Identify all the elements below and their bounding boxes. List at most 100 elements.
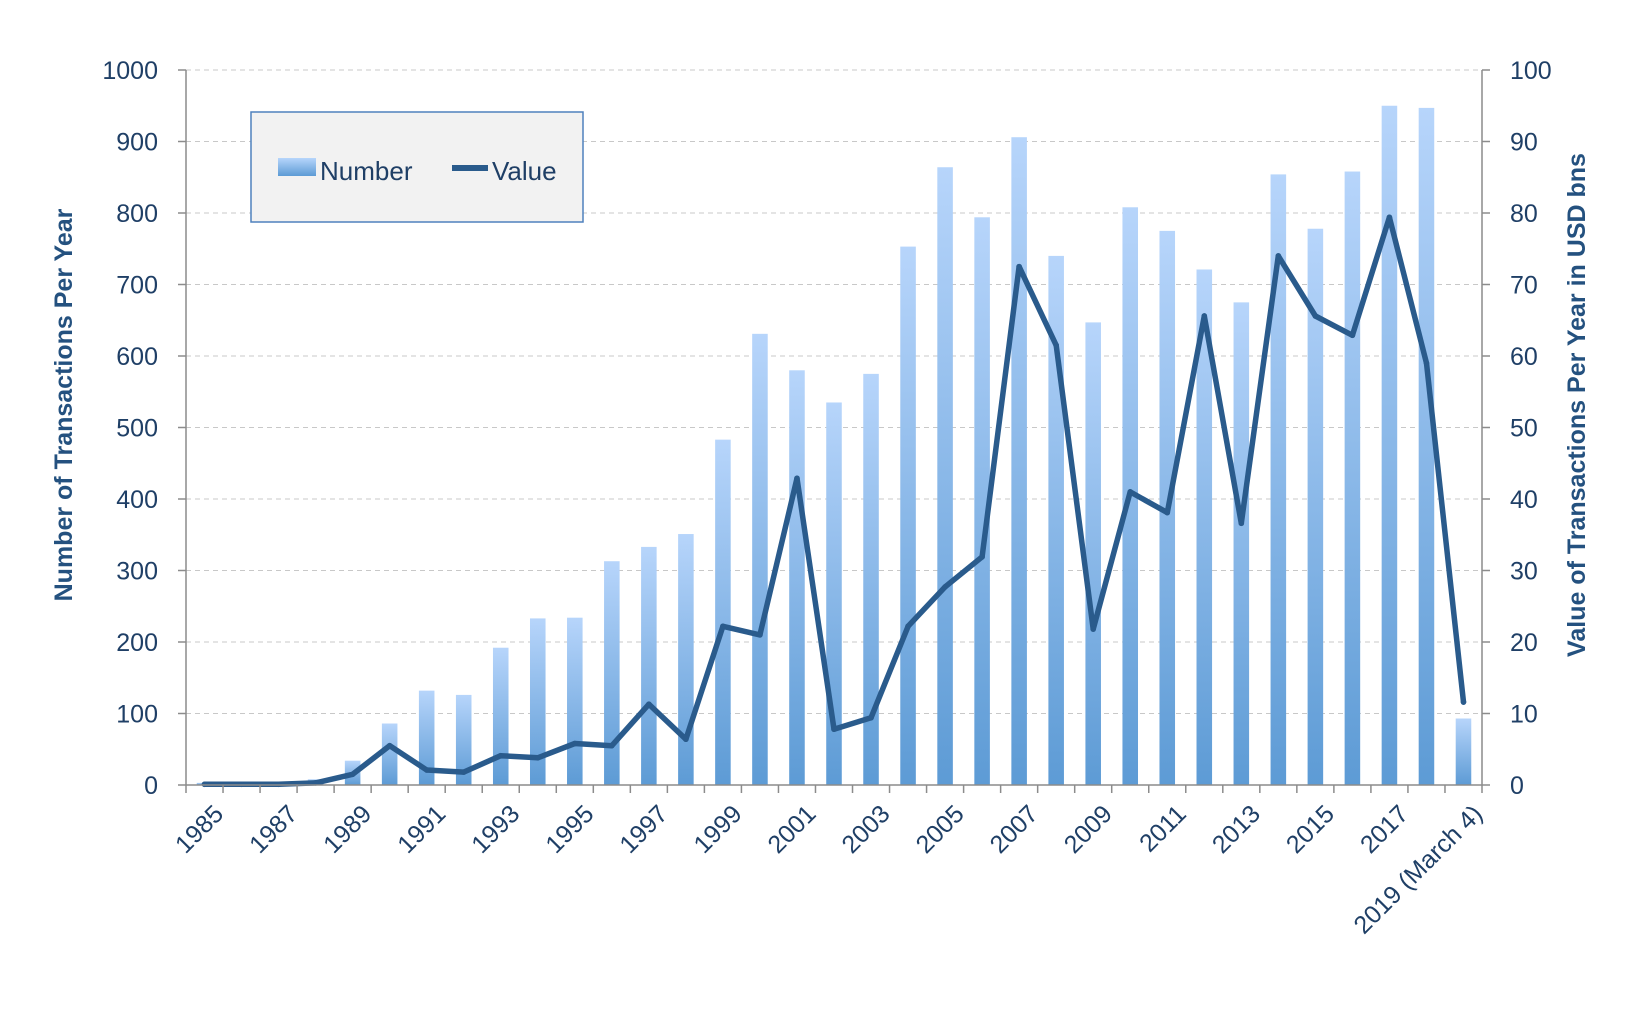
- line-point: [979, 554, 985, 560]
- line-point: [572, 740, 578, 747]
- bar: [974, 217, 990, 786]
- x-tick-label: 2011: [1134, 800, 1192, 858]
- line-point: [942, 584, 948, 590]
- y-tick-label-right: 40: [1510, 486, 1538, 514]
- bar: [1381, 105, 1398, 785]
- y-tick-label-right: 100: [1510, 57, 1552, 85]
- bar: [752, 333, 768, 785]
- line-point: [757, 632, 763, 638]
- x-tick-label: 1997: [614, 800, 673, 859]
- line-point: [349, 771, 356, 778]
- line-point: [460, 769, 467, 775]
- y-tick-label-right: 80: [1510, 200, 1538, 228]
- bar: [1196, 269, 1213, 785]
- line-point: [794, 475, 800, 482]
- line-point: [1275, 253, 1282, 259]
- line-point: [1238, 520, 1245, 527]
- legend-number-label: Number: [320, 156, 413, 186]
- bar: [1344, 171, 1361, 785]
- y-tick-label-left: 600: [116, 343, 158, 371]
- legend-value-label: Value: [492, 156, 557, 186]
- line-point: [423, 767, 430, 773]
- bar: [1455, 718, 1472, 785]
- bar: [1307, 228, 1324, 786]
- bar: [1270, 174, 1287, 785]
- bar: [492, 647, 509, 785]
- line-point: [497, 752, 504, 759]
- x-tick-label: 2015: [1281, 800, 1340, 859]
- line-point: [905, 623, 911, 630]
- bar: [455, 694, 472, 785]
- bar: [900, 246, 916, 786]
- x-tick-label: 1995: [540, 800, 599, 859]
- x-tick-label: 2017: [1355, 800, 1414, 859]
- line-point: [683, 736, 689, 743]
- y-axis-title-right: Value of Transactions Per Year in USD bn…: [1563, 153, 1591, 657]
- bar: [937, 167, 953, 786]
- bar: [529, 618, 546, 785]
- y-tick-label-left: 400: [116, 486, 158, 514]
- x-tick-label: 1999: [688, 800, 747, 859]
- y-tick-label-right: 0: [1510, 772, 1524, 800]
- bar: [604, 561, 620, 785]
- line-series-value: [201, 214, 1467, 788]
- line-point: [1386, 214, 1393, 221]
- line-point: [1164, 509, 1171, 516]
- x-tick-label: 2007: [985, 800, 1044, 859]
- line-point: [1460, 699, 1467, 705]
- x-tick-label: 2013: [1207, 800, 1266, 859]
- bar: [715, 439, 731, 785]
- bar: [863, 373, 879, 785]
- line-point: [646, 701, 652, 708]
- x-tick-label: 1985: [170, 800, 229, 859]
- x-tick-label: 1991: [392, 800, 451, 859]
- bar: [678, 534, 694, 785]
- line-point: [831, 726, 837, 733]
- y-tick-label-left: 1000: [102, 57, 158, 85]
- legend: Number Value: [250, 111, 584, 223]
- y-tick-label-left: 200: [116, 629, 158, 657]
- bar: [1418, 107, 1435, 785]
- y-tick-label-right: 10: [1510, 701, 1538, 729]
- y-tick-label-left: 500: [116, 415, 158, 443]
- bar: [641, 546, 657, 785]
- bar: [1011, 137, 1027, 785]
- bar: [381, 723, 398, 785]
- y-tick-label-left: 100: [116, 701, 158, 729]
- line-point: [386, 742, 393, 749]
- bar: [418, 690, 435, 785]
- y-tick-label-left: 800: [116, 200, 158, 228]
- line-point: [1090, 626, 1096, 632]
- y-tick-label-left: 700: [116, 272, 158, 300]
- line-point: [609, 742, 615, 749]
- line-point: [1127, 489, 1134, 495]
- y-tick-label-right: 90: [1510, 129, 1538, 157]
- line-point: [1312, 313, 1319, 319]
- x-tick-label: 2005: [911, 800, 970, 859]
- y-tick-label-right: 70: [1510, 272, 1538, 300]
- line-point: [534, 755, 541, 761]
- y-tick-label-right: 20: [1510, 629, 1538, 657]
- x-tick-label: 1987: [244, 800, 303, 859]
- line-point: [1053, 342, 1059, 349]
- line-point: [1201, 313, 1208, 319]
- bar: [1233, 302, 1250, 785]
- x-tick-label: 2003: [837, 800, 896, 859]
- legend-number-swatch: [278, 158, 316, 176]
- line-point: [1349, 332, 1356, 339]
- y-tick-label-right: 60: [1510, 343, 1538, 371]
- y-tick-label-right: 50: [1510, 415, 1538, 443]
- axes: [178, 69, 1490, 793]
- y-axis-title-left: Number of Transactions Per Year: [50, 208, 78, 601]
- bar: [789, 370, 805, 785]
- line-point: [720, 623, 726, 630]
- line-point: [1423, 360, 1430, 366]
- x-tick-label: 2019 (March 4): [1348, 800, 1488, 940]
- bar: [567, 617, 583, 785]
- x-tick-label: 2009: [1059, 800, 1118, 859]
- x-tick-label: 1989: [318, 800, 377, 859]
- line-point: [868, 714, 874, 721]
- y-tick-label-left: 0: [144, 772, 158, 800]
- x-tick-label: 1993: [466, 800, 525, 859]
